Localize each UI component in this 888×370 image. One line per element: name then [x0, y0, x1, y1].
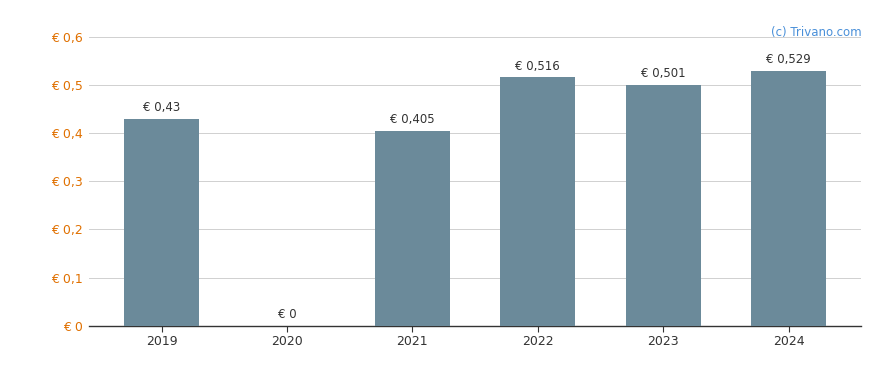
Text: (c) Trivano.com: (c) Trivano.com — [771, 26, 861, 39]
Text: € 0,529: € 0,529 — [766, 53, 811, 66]
Text: € 0,516: € 0,516 — [515, 60, 560, 73]
Bar — [500, 77, 575, 326]
Text: € 0,405: € 0,405 — [390, 113, 435, 126]
Bar — [625, 85, 701, 326]
Text: € 0: € 0 — [278, 308, 297, 321]
Text: € 0,43: € 0,43 — [143, 101, 180, 114]
Bar — [751, 71, 826, 326]
Text: € 0,501: € 0,501 — [641, 67, 686, 80]
Bar — [124, 119, 199, 326]
Bar — [375, 131, 450, 326]
